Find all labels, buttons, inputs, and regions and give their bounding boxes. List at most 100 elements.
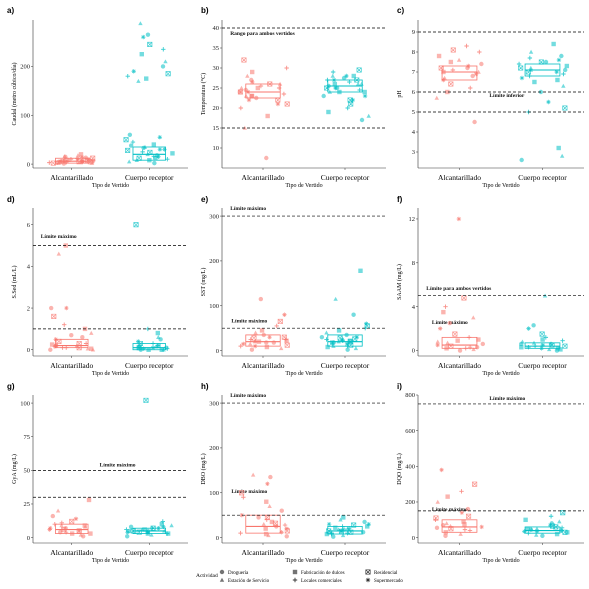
data-point — [241, 57, 247, 63]
data-point — [362, 519, 367, 525]
y-tick-label: 0 — [27, 347, 30, 354]
y-axis-title: S.Sed (mL/L) — [11, 266, 18, 299]
data-point — [130, 139, 136, 145]
x-tick-label: Cuerpo receptor — [125, 173, 174, 182]
data-point — [326, 83, 331, 89]
data-point — [48, 347, 53, 352]
data-point — [444, 346, 449, 351]
legend-asterisk-icon — [365, 577, 371, 583]
y-tick-label: 600 — [405, 428, 415, 435]
data-point — [160, 519, 166, 524]
y-tick-label: 300 — [209, 400, 219, 407]
data-point — [126, 159, 132, 164]
data-point — [359, 81, 364, 86]
x-axis-title: Tipo de Vertido — [92, 183, 129, 189]
data-point — [550, 523, 556, 529]
legend-item-plus: Locales comerciales — [292, 577, 342, 584]
data-point — [159, 347, 164, 352]
data-point — [279, 508, 284, 513]
data-point — [477, 49, 482, 55]
data-point — [340, 524, 345, 529]
data-point — [279, 346, 284, 351]
data-point — [47, 160, 52, 165]
data-point — [250, 79, 255, 85]
data-point — [527, 55, 533, 61]
data-point — [264, 499, 269, 504]
data-point — [140, 149, 145, 155]
y-tick-label: 300 — [209, 213, 219, 220]
panel-h: h) 0 100 200 300 DBO (mg/L) Alcantarillado Cuer… — [200, 382, 468, 564]
data-point — [435, 342, 440, 348]
data-point — [78, 532, 84, 537]
data-point — [459, 489, 464, 494]
data-point — [80, 159, 85, 164]
data-point — [562, 67, 568, 73]
data-point — [151, 154, 157, 159]
panel-b: b) 10 15 20 25 30 35 40 Temperatura (°C) Alcantar… — [200, 6, 386, 189]
y-tick-label: 35 — [213, 45, 220, 52]
data-point — [441, 77, 446, 83]
data-point — [458, 531, 463, 536]
data-point — [557, 519, 562, 524]
data-point — [61, 158, 66, 164]
data-point — [351, 312, 356, 317]
data-point — [239, 490, 245, 496]
data-point — [443, 530, 448, 535]
data-point — [465, 65, 470, 71]
data-point — [472, 119, 477, 125]
data-point — [142, 527, 147, 532]
data-point — [345, 105, 350, 111]
data-point — [275, 97, 281, 103]
series-cuerpo-receptor — [132, 222, 170, 352]
data-point — [159, 521, 165, 527]
data-point — [238, 105, 244, 111]
data-point — [143, 397, 149, 403]
data-point — [444, 521, 449, 526]
data-point — [53, 337, 58, 342]
data-point — [249, 93, 254, 99]
data-point — [160, 64, 166, 69]
data-point — [531, 340, 537, 345]
y-axis-title: GyA (mg/L) — [11, 454, 18, 484]
series-alcantarillado — [433, 467, 484, 539]
data-point — [256, 339, 262, 344]
data-point — [364, 321, 369, 326]
data-point — [130, 528, 136, 534]
data-point — [462, 527, 468, 532]
y-tick-label: 3 — [412, 149, 415, 156]
data-point — [334, 85, 340, 91]
data-point — [558, 347, 563, 352]
legend: Actividad Droguería Estación de Servicio Fa… — [196, 569, 403, 584]
legend-label: Supermercado — [374, 579, 403, 584]
data-point — [82, 523, 87, 528]
data-point — [249, 69, 255, 75]
data-point — [554, 531, 560, 537]
data-point — [473, 71, 479, 77]
data-point — [50, 513, 56, 519]
series-cuerpo-receptor — [319, 268, 370, 352]
data-point — [440, 522, 446, 528]
reference-label: Límite máximo — [230, 393, 266, 399]
data-point — [142, 144, 148, 149]
panel-letter: i) — [397, 382, 402, 391]
data-point — [47, 527, 52, 532]
y-tick-label: 0 — [412, 535, 415, 542]
data-point — [48, 526, 53, 531]
data-point — [332, 81, 338, 87]
data-point — [326, 521, 332, 527]
data-point — [254, 95, 259, 101]
data-point — [252, 343, 258, 349]
data-point — [559, 528, 564, 533]
series-alcantarillado — [434, 43, 484, 125]
panel-letter: e) — [201, 195, 208, 204]
legend-label: Droguería — [228, 571, 249, 576]
data-point — [549, 342, 555, 348]
x-tick-label: Cuerpo receptor — [321, 173, 370, 182]
data-point — [125, 530, 130, 535]
data-point — [61, 526, 67, 533]
data-point — [164, 345, 169, 350]
legend-square-x-icon — [365, 569, 371, 575]
data-point — [264, 155, 269, 161]
data-point — [128, 524, 134, 530]
